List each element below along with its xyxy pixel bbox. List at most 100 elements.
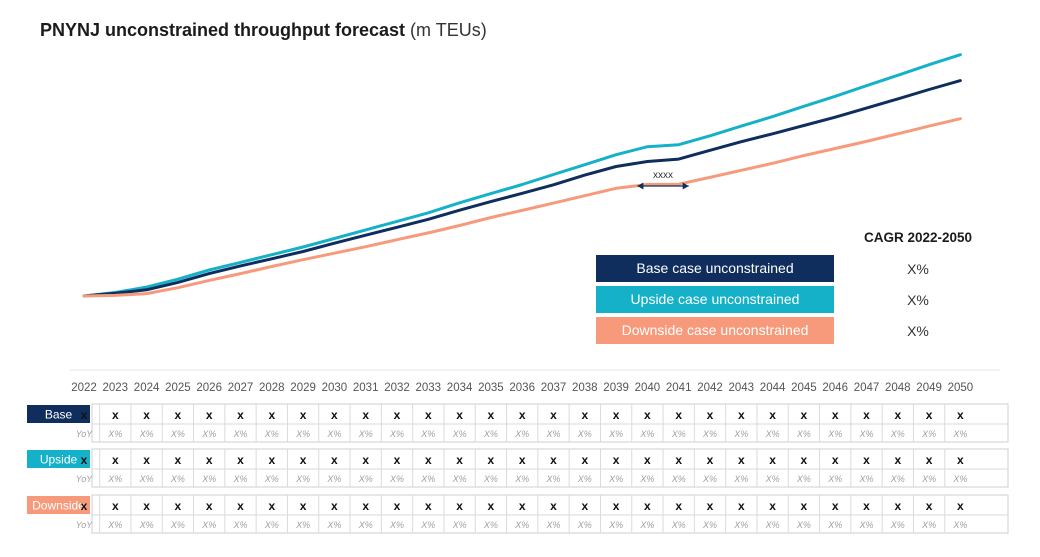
table-cell-yoy: X%: [577, 520, 592, 530]
table-cell-value: x: [362, 408, 369, 422]
annotation-label: xxxx: [653, 170, 673, 181]
table-cell-yoy: X%: [858, 520, 873, 530]
x-tick-label: 2049: [916, 382, 942, 394]
table-cell-yoy: X%: [452, 474, 467, 484]
table-cell-value: x: [738, 408, 745, 422]
table-cell-value: x: [268, 408, 275, 422]
table-cell-yoy: X%: [545, 429, 560, 439]
table-cell-value: x: [926, 408, 933, 422]
table-cell-yoy: X%: [201, 474, 216, 484]
chart-title: PNYNJ unconstrained throughput forecast …: [40, 20, 487, 41]
table-cell-yoy: X%: [921, 429, 936, 439]
table-cell-yoy: X%: [952, 520, 967, 530]
table-cell-yoy: X%: [170, 520, 185, 530]
table-cell-yoy: X%: [264, 474, 279, 484]
table-cell-value: x: [175, 453, 182, 467]
x-tick-label: 2029: [290, 382, 316, 394]
table-cell-yoy: X%: [796, 474, 811, 484]
table-cell-yoy: X%: [827, 520, 842, 530]
table-cell-value: x: [613, 453, 620, 467]
table-cell-value: x: [769, 499, 776, 513]
table-cell-value: x: [362, 499, 369, 513]
table-cell-value: x: [175, 499, 182, 513]
row-label-upside: Upside: [40, 453, 78, 467]
table-cell-yoy: X%: [765, 474, 780, 484]
table-cell-yoy: X%: [232, 520, 247, 530]
table-cell-value: x: [832, 499, 839, 513]
table-cell-value: x: [331, 408, 338, 422]
table-cell-yoy: X%: [483, 429, 498, 439]
chart-title-main: PNYNJ unconstrained throughput forecast: [40, 20, 406, 40]
table-cell-value: x: [81, 408, 88, 422]
table-cell-yoy: X%: [671, 474, 686, 484]
x-tick-label: 2038: [572, 382, 598, 394]
cagr-header: CAGR 2022-2050: [864, 230, 972, 245]
table-cell-yoy: X%: [890, 429, 905, 439]
table-cell-value: x: [550, 408, 557, 422]
table-cell-value: x: [863, 499, 870, 513]
table-cell-yoy: YoY: [76, 474, 94, 484]
table-cell-yoy: X%: [796, 520, 811, 530]
series-line-upside: [82, 53, 962, 298]
table-cell-value: x: [707, 453, 714, 467]
table-cell-yoy: X%: [107, 429, 122, 439]
table-cell-yoy: X%: [139, 429, 154, 439]
table-cell-yoy: X%: [765, 520, 780, 530]
x-tick-label: 2042: [697, 382, 723, 394]
table-cell-value: x: [957, 453, 964, 467]
x-tick-label: 2031: [353, 382, 379, 394]
row-label-base: Base: [45, 408, 73, 422]
table-cell-value: x: [488, 499, 495, 513]
table-cell-yoy: X%: [952, 429, 967, 439]
table-cell-value: x: [206, 499, 213, 513]
table-cell-yoy: X%: [358, 520, 373, 530]
table-cell-value: x: [644, 408, 651, 422]
x-tick-label: 2045: [791, 382, 817, 394]
table-cell-yoy: X%: [514, 520, 529, 530]
row-grid-base: [91, 403, 1009, 443]
table-cell-yoy: X%: [483, 474, 498, 484]
series-line-downside: [82, 117, 962, 298]
table-cell-yoy: X%: [420, 474, 435, 484]
table-cell-value: x: [769, 408, 776, 422]
table-cell-yoy: X%: [765, 429, 780, 439]
table-cell-yoy: X%: [608, 474, 623, 484]
x-tick-label: 2032: [384, 382, 410, 394]
legend-swatch-downside: [596, 317, 834, 344]
row-label-box-upside: [27, 450, 90, 468]
table-cell-value: x: [81, 499, 88, 513]
table-cell-yoy: X%: [858, 474, 873, 484]
table-cell-value: x: [456, 408, 463, 422]
table-cell-value: x: [519, 408, 526, 422]
table-cell-yoy: X%: [639, 520, 654, 530]
table-cell-value: x: [832, 453, 839, 467]
x-tick-label: 2036: [509, 382, 535, 394]
x-tick-label: 2028: [259, 382, 285, 394]
table-cell-value: x: [675, 408, 682, 422]
legend-swatch-upside: [596, 286, 834, 313]
table-cell-yoy: X%: [201, 520, 216, 530]
table-cell-value: x: [738, 499, 745, 513]
table-cell-value: x: [581, 408, 588, 422]
table-cell-value: x: [237, 453, 244, 467]
table-cell-value: x: [268, 499, 275, 513]
table-cell-yoy: X%: [264, 520, 279, 530]
table-cell-value: x: [206, 408, 213, 422]
table-cell-yoy: X%: [358, 429, 373, 439]
table-cell-yoy: X%: [420, 520, 435, 530]
table-cell-yoy: X%: [545, 520, 560, 530]
table-cell-yoy: YoY: [76, 520, 94, 530]
table-cell-value: x: [331, 499, 338, 513]
table-cell-yoy: X%: [702, 474, 717, 484]
table-cell-value: x: [300, 499, 307, 513]
x-tick-label: 2026: [196, 382, 222, 394]
table-cell-yoy: X%: [671, 520, 686, 530]
legend-swatch-base: [596, 255, 834, 282]
table-cell-yoy: X%: [389, 520, 404, 530]
table-cell-yoy: X%: [139, 474, 154, 484]
table-cell-yoy: X%: [671, 429, 686, 439]
x-tick-label: 2050: [948, 382, 974, 394]
table-cell-value: x: [801, 499, 808, 513]
table-cell-yoy: X%: [170, 474, 185, 484]
table-cell-value: x: [143, 499, 150, 513]
